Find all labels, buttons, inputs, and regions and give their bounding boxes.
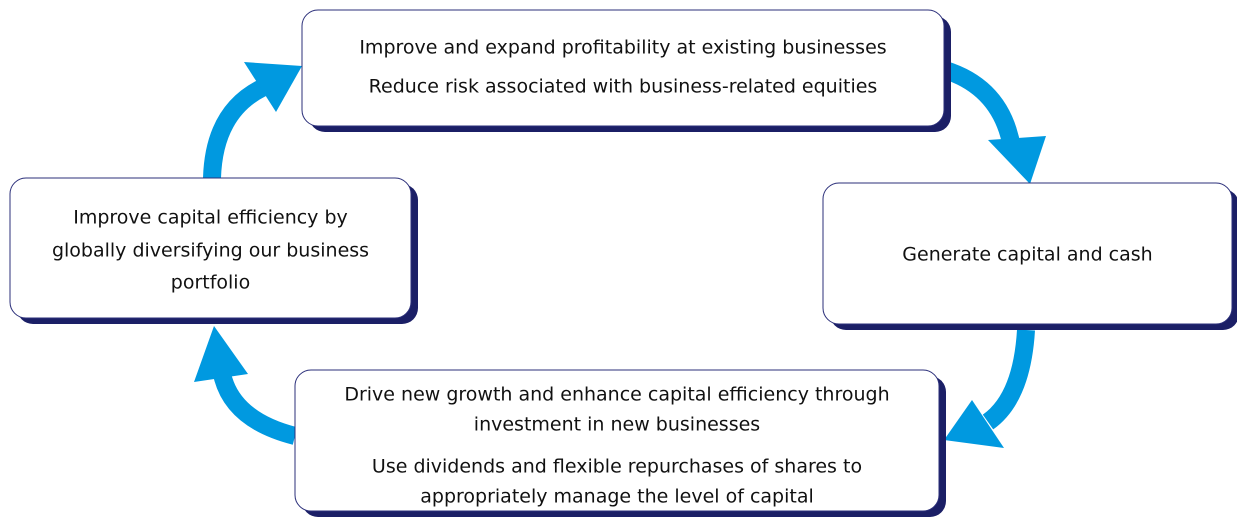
box-text: appropriately manage the level of capita… [420, 486, 814, 508]
box-text: investment in new businesses [474, 414, 760, 436]
arrowhead [944, 400, 1004, 448]
box-text: Use dividends and flexible repurchases o… [372, 456, 862, 478]
box [301, 9, 945, 127]
arrow [942, 61, 1021, 150]
arrow [213, 371, 298, 445]
box [9, 177, 412, 319]
box-text: Generate capital and cash [902, 244, 1152, 266]
arrowhead [244, 62, 302, 112]
box-text: Improve and expand profitability at exis… [359, 37, 886, 59]
box-text: Drive new growth and enhance capital eff… [344, 384, 889, 406]
arrowhead [988, 136, 1046, 184]
arrowhead [194, 326, 248, 382]
box [294, 369, 940, 512]
arrows [203, 61, 1035, 445]
box-text: portfolio [171, 272, 250, 294]
arrow [203, 79, 267, 179]
box-text: Reduce risk associated with business-rel… [369, 76, 878, 98]
box-text: Improve capital efficiency by [73, 207, 348, 229]
box-text: globally diversifying our business [52, 240, 369, 262]
box [822, 182, 1233, 325]
arrowheads [194, 62, 1046, 448]
arrow [982, 329, 1035, 430]
